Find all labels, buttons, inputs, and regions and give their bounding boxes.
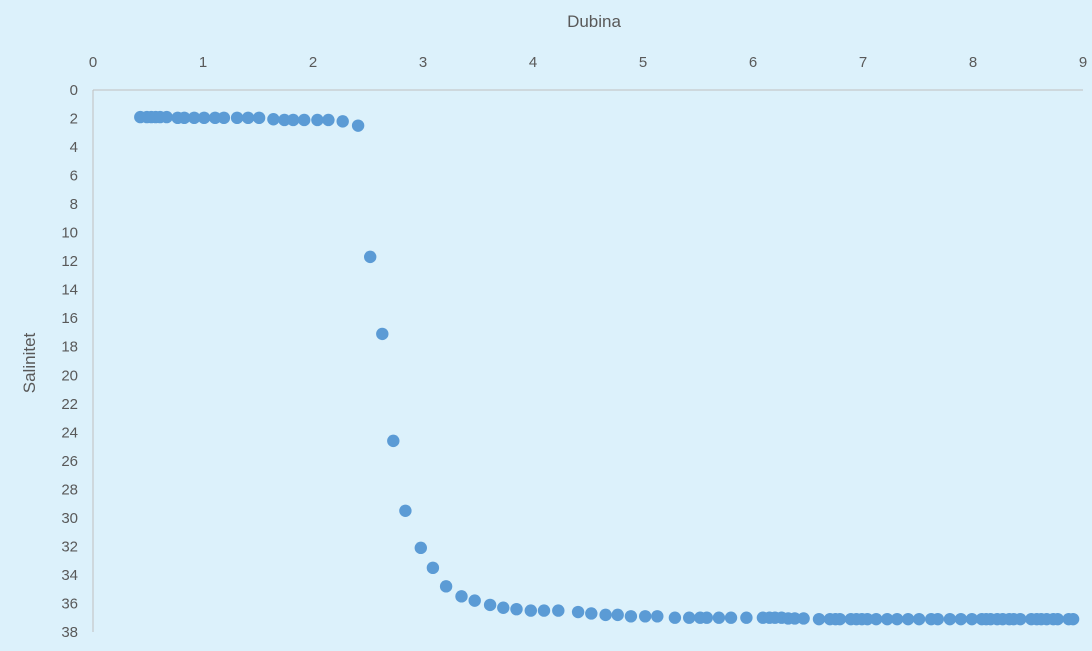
data-point [740,611,753,624]
data-point [585,607,598,620]
y-tick-label: 16 [61,310,78,327]
data-point [311,113,324,127]
data-point [426,561,440,575]
y-tick-label: 10 [61,225,78,242]
x-tick-label: 0 [89,54,97,71]
data-point [611,608,624,622]
data-point [668,611,682,624]
axes: 0 1 2 3 4 5 6 7 8 9024681012141618202224262830323… [61,54,1087,641]
data-point [376,327,389,341]
y-tick-label: 34 [61,567,78,584]
data-point [439,580,453,593]
data-point [833,612,847,626]
data-point [322,113,335,127]
y-tick-label: 32 [61,538,78,555]
x-tick-label: 3 [419,54,427,71]
y-axis-title: Salinitet [20,332,39,393]
x-tick-label: 2 [309,54,317,71]
y-tick-label: 24 [61,424,78,441]
data-point [160,110,173,124]
data-point [497,601,510,614]
data-points [134,110,1080,626]
y-tick-label: 26 [61,453,78,470]
data-point [252,111,266,125]
y-tick-label: 12 [61,253,78,270]
data-point [336,115,349,128]
data-point [208,111,222,125]
data-point [278,113,291,127]
data-point [901,612,915,626]
x-tick-label: 1 [199,54,207,71]
data-point [700,611,713,624]
x-tick-label: 5 [639,54,647,71]
data-point [931,612,944,626]
data-point [881,612,894,626]
data-point [552,604,565,617]
y-tick-label: 38 [61,624,78,641]
y-tick-label: 2 [70,111,78,128]
data-point [188,111,201,125]
y-tick-label: 30 [61,510,78,527]
data-point [230,111,244,125]
data-point [1014,612,1027,626]
data-point [651,610,664,623]
y-tick-label: 0 [70,82,78,99]
data-point [414,541,427,555]
data-point [954,612,968,626]
data-point [241,111,255,125]
data-point [524,604,537,617]
data-point [797,612,810,625]
data-point [912,612,926,626]
data-point [364,250,377,264]
data-point [468,594,481,607]
y-tick-label: 18 [61,339,78,356]
data-point [639,610,652,623]
data-point [217,111,231,125]
y-tick-label: 8 [70,196,78,213]
data-point [537,604,551,617]
data-point [861,612,874,626]
data-point [599,608,612,622]
data-point [712,611,726,624]
x-tick-label: 7 [859,54,867,71]
data-point [870,612,883,626]
y-tick-label: 4 [70,139,78,156]
data-point [724,611,738,624]
data-point [965,612,979,626]
x-tick-label: 6 [749,54,757,71]
data-point [178,111,191,125]
data-point [890,612,904,626]
y-tick-label: 14 [61,282,78,299]
y-tick-label: 22 [61,396,78,413]
y-tick-label: 20 [61,367,78,384]
data-point [1066,612,1080,626]
y-tick-label: 6 [70,168,78,185]
data-point [387,434,400,448]
x-tick-label: 4 [529,54,537,71]
data-point [197,111,211,125]
y-tick-label: 28 [61,481,78,498]
data-point [571,605,585,619]
data-point [1051,612,1064,626]
data-point [510,602,523,616]
data-point [812,612,826,626]
data-point [624,610,638,623]
data-point [455,590,468,603]
y-tick-label: 36 [61,595,78,612]
data-point [399,504,412,517]
x-axis-title: Dubina [567,12,621,31]
data-point [788,612,801,625]
data-point [298,113,311,127]
x-tick-label: 9 [1079,54,1087,71]
data-point [351,119,365,132]
data-point [267,113,280,126]
data-point [483,598,497,612]
data-point [683,611,696,624]
data-point [287,113,300,127]
x-tick-label: 8 [969,54,977,71]
data-point [943,612,957,626]
